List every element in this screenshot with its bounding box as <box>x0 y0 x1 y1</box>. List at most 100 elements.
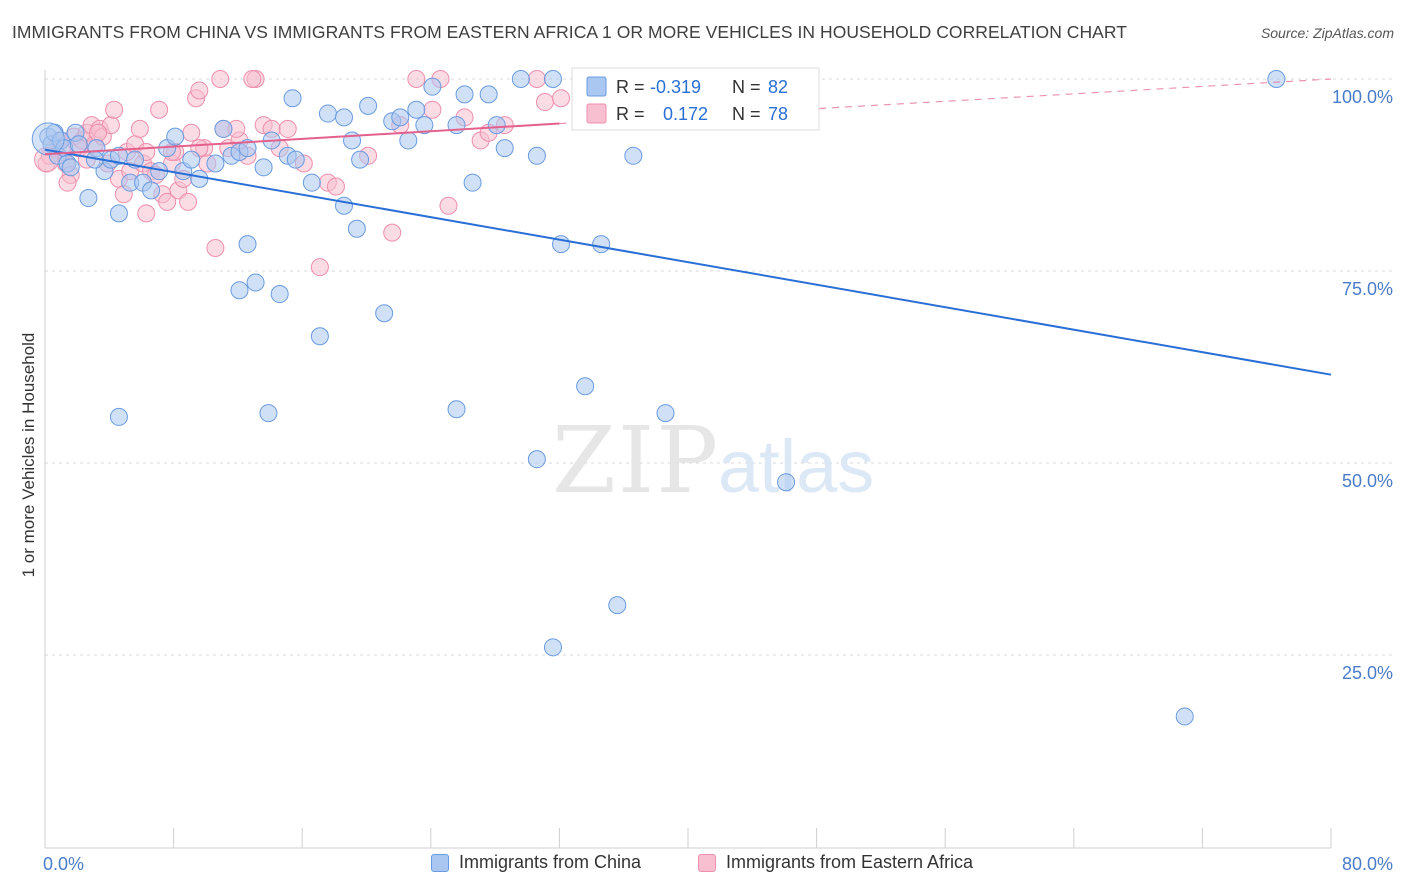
china-point <box>310 327 329 346</box>
china-point <box>1267 70 1286 88</box>
legend-n-label-china: N = <box>732 77 761 97</box>
china-point <box>109 204 128 223</box>
x-tick-marks <box>44 828 1332 848</box>
x-tick-label-min: 0.0% <box>43 854 84 874</box>
africa-point <box>423 100 442 119</box>
chart-title: IMMIGRANTS FROM CHINA VS IMMIGRANTS FROM… <box>12 22 1128 42</box>
y-tick-label-25: 25.0% <box>1342 663 1393 683</box>
china-point <box>1175 707 1194 726</box>
africa-point <box>552 89 571 108</box>
y-axis-label: 1 or more Vehicles in Household <box>19 333 38 578</box>
africa-point <box>527 70 546 88</box>
legend-item-china[interactable]: Immigrants from China <box>431 852 641 873</box>
china-point <box>479 85 498 104</box>
china-point <box>543 638 562 657</box>
china-point <box>283 89 302 108</box>
china-point <box>334 108 353 127</box>
china-point <box>259 404 278 423</box>
china-point <box>182 150 201 169</box>
china-point <box>592 235 611 254</box>
china-point <box>495 139 514 158</box>
china-point <box>343 131 362 150</box>
china-point <box>238 139 257 158</box>
grid-lines <box>45 78 1392 656</box>
china-point <box>238 235 257 254</box>
y-tick-label-50: 50.0% <box>1342 471 1393 491</box>
legend-r-value-africa: 0.172 <box>663 104 708 124</box>
legend-r-label-africa: R = <box>616 104 645 124</box>
china-point <box>166 127 185 146</box>
africa-point <box>105 100 124 119</box>
legend-r-label-china: R = <box>616 77 645 97</box>
africa-point <box>407 70 426 88</box>
china-point <box>351 150 370 169</box>
africa-point <box>179 192 198 211</box>
legend-swatch-china <box>586 76 607 97</box>
china-point <box>230 281 249 300</box>
china-point <box>624 146 643 165</box>
stats-legend: R = -0.319 N = 82 R = 0.172 N = 78 <box>571 67 820 131</box>
china-point <box>214 119 233 138</box>
china-point <box>254 158 273 177</box>
legend-n-value-africa: 78 <box>768 104 788 124</box>
trend-lines <box>44 78 1332 376</box>
china-point <box>302 173 321 192</box>
africa-point <box>243 70 262 88</box>
africa-point <box>535 93 554 112</box>
china-point <box>656 404 675 423</box>
legend-r-value-china: -0.319 <box>650 77 701 97</box>
africa-point <box>310 258 329 277</box>
china-point <box>511 70 530 88</box>
china-point <box>608 596 627 615</box>
china-point <box>79 189 98 208</box>
africa-point <box>278 119 297 138</box>
watermark: ZIP atlas <box>552 407 874 514</box>
china-point <box>286 150 305 169</box>
china-point <box>415 116 434 135</box>
africa-point <box>58 173 77 192</box>
stats-legend-box <box>571 67 820 131</box>
china-point <box>69 135 88 154</box>
china-trend-line <box>44 148 1332 376</box>
china-point <box>142 181 161 200</box>
y-tick-labels: 25.0% 50.0% 75.0% 100.0% <box>1332 87 1393 683</box>
africa-point <box>439 196 458 215</box>
africa-point <box>182 123 201 142</box>
legend-swatch-africa-bottom <box>698 853 716 872</box>
y-tick-label-100: 100.0% <box>1332 87 1393 107</box>
china-point <box>407 100 426 119</box>
africa-point <box>150 100 169 119</box>
watermark-atlas: atlas <box>718 425 874 508</box>
china-point <box>61 158 80 177</box>
china-point <box>399 131 418 150</box>
china-point <box>447 400 466 419</box>
china-point <box>543 70 562 88</box>
china-point <box>334 196 353 215</box>
x-tick-label-max: 80.0% <box>1342 854 1393 874</box>
africa-point <box>130 119 149 138</box>
watermark-zip: ZIP <box>552 407 720 514</box>
series-china-points <box>31 70 1286 726</box>
africa-point <box>206 238 225 257</box>
legend-n-value-china: 82 <box>768 77 788 97</box>
china-point <box>576 377 595 396</box>
africa-point <box>211 70 230 88</box>
china-point <box>527 146 546 165</box>
africa-trend-line <box>44 122 560 156</box>
china-point <box>359 96 378 115</box>
china-point <box>246 273 265 292</box>
china-point <box>391 108 410 127</box>
legend-item-africa[interactable]: Immigrants from Eastern Africa <box>698 852 973 873</box>
china-point <box>463 173 482 192</box>
china-point <box>206 154 225 173</box>
africa-point <box>383 223 402 242</box>
africa-point <box>190 81 209 100</box>
legend-label-africa: Immigrants from Eastern Africa <box>726 852 974 872</box>
china-point <box>777 473 796 492</box>
china-point <box>347 219 366 238</box>
y-tick-label-75: 75.0% <box>1342 279 1393 299</box>
china-point <box>318 104 337 123</box>
china-point <box>109 407 128 426</box>
china-point <box>423 77 442 96</box>
africa-point <box>326 177 345 196</box>
